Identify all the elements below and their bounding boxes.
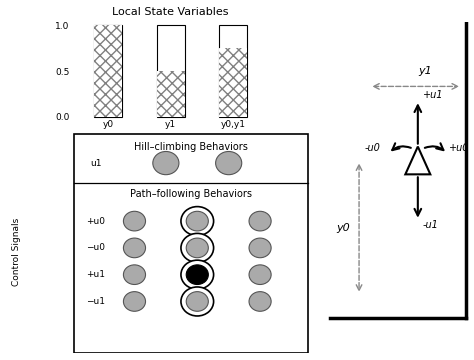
Bar [94, 25, 122, 117]
Circle shape [123, 238, 146, 258]
Circle shape [249, 265, 271, 284]
Bar [219, 25, 247, 117]
Text: y1: y1 [418, 66, 432, 76]
Bar [156, 25, 185, 117]
Text: +u0: +u0 [449, 143, 469, 153]
Text: Control Signals: Control Signals [12, 218, 21, 287]
Text: +u0: +u0 [86, 217, 105, 226]
Circle shape [123, 211, 146, 231]
Title: Local State Variables: Local State Variables [112, 7, 229, 17]
Text: Path–following Behaviors: Path–following Behaviors [130, 189, 252, 199]
Text: u1: u1 [90, 158, 101, 167]
Circle shape [249, 292, 271, 311]
Circle shape [186, 265, 209, 284]
Circle shape [249, 238, 271, 258]
Circle shape [181, 233, 214, 262]
Text: y0: y0 [336, 222, 350, 233]
Text: −u0: −u0 [86, 243, 105, 252]
Text: +u1: +u1 [86, 270, 105, 279]
Circle shape [181, 207, 214, 236]
Bar [94, 25, 122, 117]
Text: −u1: −u1 [86, 297, 105, 306]
Circle shape [186, 238, 209, 258]
Circle shape [181, 260, 214, 289]
Bar [219, 48, 247, 117]
Text: -u0: -u0 [365, 143, 381, 153]
Text: +u1: +u1 [423, 90, 444, 100]
Circle shape [123, 292, 146, 311]
Circle shape [153, 152, 179, 175]
Circle shape [186, 211, 209, 231]
Text: -u1: -u1 [422, 220, 438, 230]
Bar [156, 71, 185, 117]
Circle shape [216, 152, 242, 175]
Circle shape [186, 292, 209, 311]
Circle shape [181, 287, 214, 316]
Circle shape [123, 265, 146, 284]
Text: Hill–climbing Behaviors: Hill–climbing Behaviors [134, 143, 248, 152]
Circle shape [249, 211, 271, 231]
